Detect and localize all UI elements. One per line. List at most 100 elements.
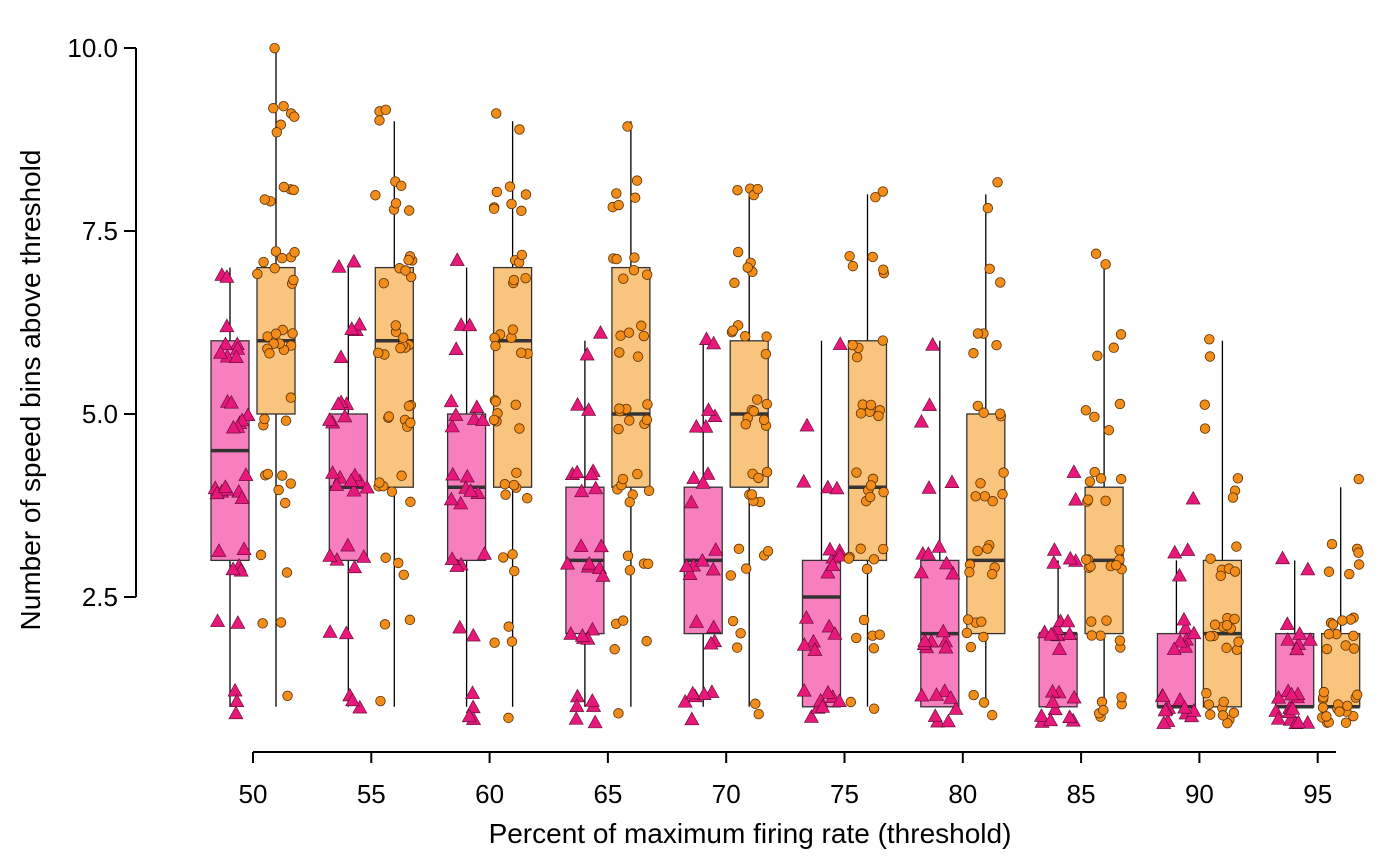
data-point-circle [1228, 707, 1240, 719]
data-point-circle [288, 274, 299, 286]
data-point-circle [855, 543, 866, 554]
data-point-triangle [560, 555, 576, 570]
data-point-circle [289, 247, 300, 258]
data-point-triangle [688, 614, 704, 628]
data-point-triangle [592, 325, 609, 339]
data-point-triangle [459, 468, 475, 483]
data-point-triangle [1289, 641, 1305, 656]
data-point-circle [762, 545, 774, 557]
data-point-triangle [1156, 715, 1172, 729]
data-point-circle [405, 496, 416, 508]
data-point-circle [1348, 630, 1359, 642]
data-point-triangle [463, 483, 479, 497]
data-point-triangle [913, 413, 929, 428]
data-point-circle [398, 569, 409, 580]
data-point-circle [404, 614, 416, 626]
data-point-circle [503, 621, 514, 632]
data-point-circle [632, 351, 644, 362]
data-point-circle [961, 627, 973, 639]
data-point-circle [986, 709, 998, 721]
data-point-triangle [574, 628, 590, 642]
data-point-circle [277, 470, 288, 481]
data-point-circle [624, 415, 635, 426]
data-point-circle [488, 414, 500, 426]
data-point-triangle [706, 619, 722, 634]
data-point-circle [1321, 711, 1332, 722]
data-point-triangle [940, 713, 956, 728]
data-point-circle [380, 104, 391, 116]
data-point-triangle [347, 559, 363, 574]
data-point-circle [276, 253, 288, 264]
data-point-circle [275, 617, 287, 628]
data-point-circle [878, 486, 889, 498]
data-point-circle [858, 614, 870, 626]
data-point-triangle [587, 714, 603, 729]
data-point-triangle [1177, 699, 1193, 714]
data-point-triangle [333, 349, 349, 363]
data-point-triangle [1043, 712, 1059, 727]
data-point-circle [1233, 636, 1244, 647]
data-point-triangle [832, 336, 848, 350]
data-point-circle [642, 558, 654, 569]
data-point-circle [753, 472, 764, 484]
box-60-series-2 [492, 266, 533, 488]
data-point-circle [500, 489, 511, 500]
data-point-triangle [1051, 641, 1067, 655]
data-point-circle [405, 417, 416, 428]
data-point-circle [998, 467, 1009, 478]
data-point-circle [865, 480, 877, 491]
data-point-triangle [219, 269, 235, 283]
data-point-circle [1199, 423, 1211, 434]
data-point-circle [403, 254, 414, 266]
data-point-circle [508, 274, 520, 286]
data-point-circle [978, 631, 989, 643]
data-point-triangle [1167, 544, 1183, 559]
data-point-circle [374, 477, 385, 488]
data-point-circle [962, 614, 974, 625]
data-point-circle [968, 348, 979, 359]
data-point-circle [752, 183, 763, 195]
data-point-triangle [466, 411, 482, 425]
data-point-circle [280, 497, 291, 509]
data-point-circle [503, 712, 514, 724]
data-point-circle [1089, 411, 1100, 423]
data-point-triangle [694, 552, 710, 567]
data-point-triangle [595, 568, 611, 582]
data-point-circle [1215, 570, 1226, 581]
data-point-triangle [1185, 490, 1201, 505]
data-point-circle [740, 563, 752, 574]
data-point-triangle [345, 692, 361, 707]
data-point-circle [1337, 615, 1348, 626]
data-point-circle [1232, 473, 1244, 484]
data-point-triangle [700, 466, 716, 480]
data-point-circle [727, 325, 739, 336]
data-point-triangle [346, 482, 362, 497]
data-point-triangle [443, 491, 459, 506]
data-point-triangle [218, 336, 234, 350]
data-point-circle [760, 348, 772, 360]
data-point-circle [843, 553, 855, 564]
data-point-triangle [1270, 711, 1286, 725]
data-point-triangle [796, 473, 812, 488]
data-point-triangle [444, 551, 460, 565]
data-point-triangle [462, 317, 478, 332]
data-point-circle [874, 629, 886, 640]
data-point-circle [514, 423, 525, 434]
data-point-circle [252, 268, 263, 280]
data-point-triangle [1275, 550, 1291, 565]
data-point-circle [978, 407, 989, 418]
data-point-circle [729, 277, 740, 289]
data-point-circle [732, 246, 744, 258]
data-point-triangle [227, 682, 243, 697]
data-point-triangle [584, 693, 600, 707]
data-point-triangle [1046, 542, 1062, 556]
data-point-triangle [695, 475, 711, 489]
data-point-triangle [829, 480, 845, 495]
data-point-circle [257, 618, 268, 629]
data-point-triangle [223, 394, 239, 409]
data-point-circle [488, 203, 500, 214]
data-point-circle [758, 414, 770, 426]
x-tick-label: 70 [712, 779, 741, 809]
data-point-circle [1317, 702, 1329, 713]
data-point-circle [396, 180, 407, 191]
